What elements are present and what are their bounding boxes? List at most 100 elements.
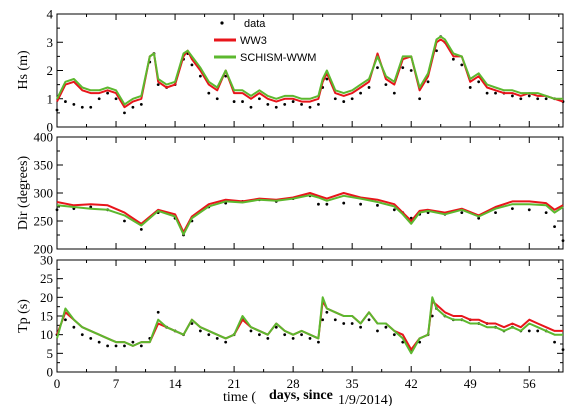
data-point-top-56	[494, 91, 497, 95]
data-point-top-32	[308, 105, 312, 109]
data-point-middle-28	[460, 211, 464, 215]
data-point-bottom-5	[97, 340, 101, 344]
data-point-top-40	[367, 86, 371, 89]
data-point-top-46	[418, 97, 422, 101]
data-point-middle-30	[494, 211, 497, 215]
data-point-top-36	[333, 97, 337, 101]
data-point-middle-32	[527, 208, 531, 212]
data-point-top-59	[519, 97, 523, 101]
data-point-bottom-59	[536, 329, 540, 333]
data-point-bottom-29	[300, 333, 303, 337]
data-point-bottom-9	[131, 340, 135, 344]
data-point-bottom-35	[342, 322, 346, 325]
y-axis-title-bottom: Tp (s)	[16, 299, 31, 333]
data-point-top-52	[460, 63, 464, 67]
data-point-bottom-24	[258, 333, 261, 337]
y-axis-title-top: Hs (m)	[16, 50, 31, 90]
data-point-top-4	[89, 105, 93, 109]
data-point-top-2	[72, 103, 76, 106]
data-point-middle-5	[139, 228, 143, 231]
data-point-middle-0	[55, 208, 59, 212]
data-point-top-25	[249, 105, 253, 109]
data-point-bottom-19	[215, 337, 219, 340]
data-point-top-38	[350, 97, 354, 101]
data-point-top-18	[190, 63, 194, 67]
x-axis-title-part-2: days, since	[269, 388, 333, 403]
data-point-bottom-38	[367, 318, 371, 322]
y-tick-label-middle-0: 200	[34, 242, 54, 257]
x-tick-label-3: 21	[228, 376, 241, 391]
data-point-top-30	[291, 100, 295, 103]
legend: data WW3 SCHISM-WWM	[214, 18, 316, 64]
data-point-top-33	[317, 103, 320, 106]
data-point-bottom-41	[392, 333, 396, 337]
y-tick-label-middle-4: 400	[34, 130, 54, 145]
data-point-top-23	[232, 100, 236, 103]
data-point-top-55	[485, 91, 489, 95]
y-tick-label-top-2: 2	[47, 63, 54, 78]
y-tick-label-top-4: 4	[47, 7, 54, 22]
data-point-bottom-36	[350, 322, 354, 325]
data-point-top-24	[241, 100, 244, 103]
data-point-bottom-18	[207, 333, 211, 337]
data-point-top-8	[123, 111, 126, 115]
data-point-bottom-31	[317, 340, 320, 344]
data-point-top-29	[283, 103, 287, 106]
data-point-top-28	[274, 105, 278, 109]
data-point-bottom-62	[561, 348, 565, 351]
data-point-bottom-25	[266, 337, 270, 340]
data-point-bottom-4	[89, 337, 93, 340]
series-line-schism-wwm-middle	[56, 194, 564, 236]
data-point-bottom-8	[123, 344, 126, 348]
y-tick-label-bottom-3: 15	[40, 309, 53, 324]
data-point-middle-35	[561, 239, 565, 243]
data-point-top-61	[536, 97, 540, 101]
x-axis-title-part-3: 1/9/2014)	[338, 393, 393, 406]
x-axis-title-part-1: time (	[223, 390, 256, 405]
data-point-top-19	[198, 74, 202, 78]
data-point-top-22	[224, 74, 228, 78]
data-point-top-3	[80, 105, 84, 109]
legend-label-data: data	[244, 18, 266, 30]
data-point-bottom-46	[430, 314, 434, 318]
x-tick-label-4: 28	[287, 376, 300, 391]
data-point-top-27	[266, 103, 270, 106]
data-point-bottom-28	[291, 337, 295, 340]
data-point-top-43	[392, 91, 396, 95]
data-point-top-42	[384, 83, 388, 87]
x-tick-label-8: 56	[523, 376, 537, 391]
y-tick-label-bottom-5: 25	[40, 271, 53, 286]
data-point-bottom-10	[139, 344, 143, 348]
data-point-top-44	[401, 66, 405, 70]
data-point-top-20	[207, 91, 211, 95]
y-tick-label-middle-1: 250	[34, 214, 54, 229]
data-point-middle-34	[553, 225, 556, 229]
data-point-bottom-3	[80, 333, 84, 337]
data-point-middle-21	[376, 203, 379, 207]
data-point-bottom-1	[64, 318, 67, 322]
data-point-top-41	[376, 66, 379, 70]
data-point-bottom-17	[198, 329, 202, 333]
data-point-top-45	[409, 69, 413, 72]
data-point-top-21	[215, 97, 219, 101]
data-point-middle-19	[342, 201, 346, 205]
data-point-bottom-61	[553, 340, 556, 344]
data-point-top-13	[156, 83, 160, 87]
data-point-middle-17	[317, 202, 320, 206]
data-point-top-7	[114, 97, 118, 101]
data-point-top-58	[511, 94, 514, 98]
data-point-top-0	[55, 108, 59, 112]
data-point-bottom-6	[106, 344, 109, 348]
plot-frame-bottom	[56, 259, 564, 373]
legend-data-marker	[220, 21, 224, 25]
data-point-bottom-27	[283, 333, 287, 337]
plot-frame-top	[56, 13, 564, 128]
data-point-middle-4	[123, 219, 126, 223]
y-tick-label-top-1: 1	[47, 91, 54, 106]
y-tick-label-bottom-4: 20	[40, 290, 53, 305]
series-line-schism-wwm-top	[56, 35, 563, 106]
data-point-top-26	[258, 97, 261, 101]
data-point-top-48	[435, 49, 438, 53]
legend-label-ww3: WW3	[240, 35, 267, 47]
